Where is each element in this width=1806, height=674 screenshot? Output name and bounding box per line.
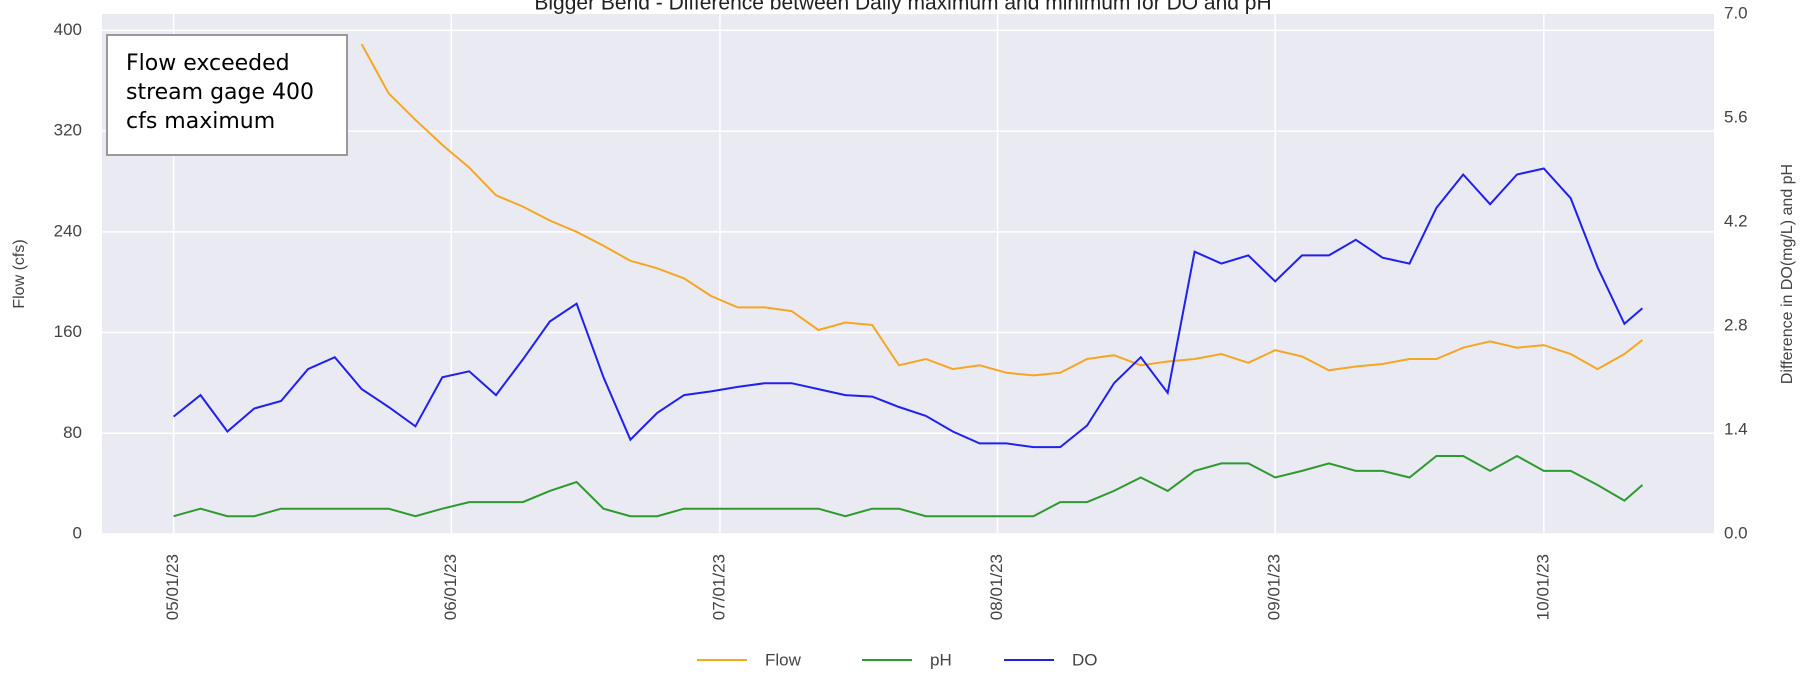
plot-area	[102, 14, 1714, 534]
series-line	[360, 43, 1644, 377]
y2-tick-label: 2.8	[1724, 315, 1748, 334]
series-line	[173, 454, 1644, 518]
y-tick-label: 0	[73, 523, 82, 542]
y2-tick-label: 1.4	[1724, 419, 1748, 438]
chart-title: Bigger Bend - Difference between Daily m…	[534, 0, 1271, 15]
x-tick-label: 06/01/23	[441, 554, 460, 620]
annotation-text: cfs maximum	[126, 109, 275, 134]
legend-label: Flow	[765, 650, 802, 669]
series-line	[172, 167, 1644, 449]
x-tick-label: 10/01/23	[1533, 554, 1552, 620]
y-tick-label: 400	[54, 20, 82, 39]
legend-label: DO	[1072, 650, 1098, 669]
x-tick-label: 05/01/23	[163, 554, 182, 620]
y-tick-label: 80	[63, 423, 82, 442]
y2-tick-label: 7.0	[1724, 3, 1748, 22]
y2-axis-label: Difference in DO(mg/L) and pH	[1779, 164, 1796, 384]
x-tick-label: 07/01/23	[709, 554, 728, 620]
x-tick-label: 08/01/23	[987, 554, 1006, 620]
y2-tick-label: 5.6	[1724, 107, 1748, 126]
annotation-box	[106, 34, 348, 156]
y-tick-label: 320	[54, 121, 82, 140]
x-tick-label: 09/01/23	[1265, 554, 1284, 620]
annotation-text: Flow exceeded	[126, 51, 290, 76]
annotation-text: stream gage 400	[126, 80, 314, 105]
y-axis-label: Flow (cfs)	[11, 239, 28, 308]
legend-label: pH	[930, 650, 952, 669]
y-tick-label: 160	[54, 322, 82, 341]
y2-tick-label: 0.0	[1724, 523, 1748, 542]
y2-tick-label: 4.2	[1724, 211, 1748, 230]
y-tick-label: 240	[54, 221, 82, 240]
